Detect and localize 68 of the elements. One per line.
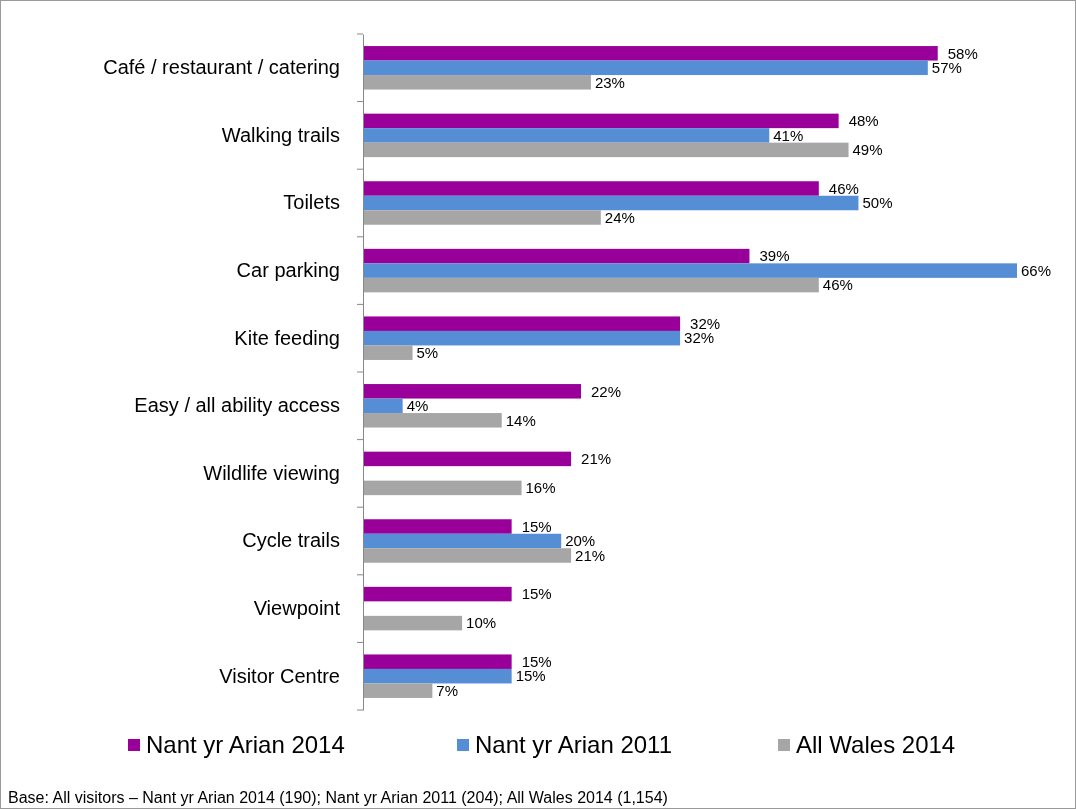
bar (363, 316, 681, 331)
bar (363, 330, 681, 346)
text: Base: All visitors – Nant yr Arian 2014 (190); Nant yr Arian 2011 (204); All Wales 2014 (1,154) (8, 788, 668, 806)
bar (363, 413, 502, 428)
bar (363, 683, 433, 698)
data-label: 15% (515, 667, 546, 685)
data-label: 48% (848, 112, 879, 130)
y-tick-label: Toilets (283, 191, 340, 214)
data-label: 41% (773, 126, 804, 144)
bar (363, 46, 938, 61)
data-label: 39% (759, 247, 790, 265)
y-tick-label: Walking trails (221, 123, 340, 146)
data-label: 46% (828, 179, 859, 197)
bar (363, 128, 770, 143)
bar (363, 248, 750, 264)
data-label: 32% (690, 314, 721, 332)
data-label: 15% (521, 585, 552, 603)
y-tick-label: Kite feeding (234, 326, 340, 349)
bar (363, 181, 819, 196)
bar (363, 548, 572, 563)
bar (363, 519, 512, 534)
bar (363, 586, 512, 602)
data-label: 50% (862, 194, 893, 212)
data-label: 57% (931, 59, 962, 77)
data-label: 23% (594, 73, 625, 91)
y-tick-label: Cycle trails (242, 529, 340, 552)
bar (363, 480, 522, 496)
data-label: 4% (406, 397, 429, 415)
y-tick-label: Wildlife viewing (203, 461, 340, 484)
legend-label: Nant yr Arian 2014 (146, 731, 345, 759)
data-label: 16% (525, 479, 556, 497)
bar (363, 263, 1017, 278)
bar (363, 142, 849, 158)
data-label: 24% (604, 208, 635, 226)
bar (363, 210, 601, 225)
bar (363, 654, 512, 669)
data-label: 14% (505, 411, 536, 429)
y-tick-label: Viewpoint (253, 597, 341, 619)
data-label: 22% (591, 382, 622, 400)
data-label: 66% (1021, 261, 1052, 279)
data-label: 21% (581, 450, 612, 468)
legend-label: All Wales 2014 (796, 731, 956, 759)
bar (363, 345, 413, 360)
bar (363, 277, 819, 293)
data-label: 7% (436, 681, 459, 699)
y-tick-label: Easy / all ability access (134, 394, 340, 417)
bar (363, 615, 463, 631)
bar (363, 384, 581, 399)
bar (363, 668, 512, 684)
data-label: 32% (684, 329, 715, 347)
data-label: 49% (852, 141, 883, 159)
data-label: 10% (466, 614, 497, 632)
data-label: 15% (521, 517, 552, 535)
bar (363, 398, 403, 414)
data-label: 5% (416, 343, 439, 361)
y-tick-label: Café / restaurant / catering (103, 56, 340, 79)
bar (363, 533, 562, 549)
bar (363, 451, 572, 467)
bar (363, 195, 859, 211)
bar (363, 60, 928, 76)
bar (363, 113, 839, 129)
legend-label: Nant yr Arian 2011 (475, 731, 673, 759)
data-label: 46% (822, 276, 853, 294)
y-tick-label: Car parking (236, 259, 340, 281)
y-tick-label: Visitor Centre (219, 664, 340, 687)
bar (363, 75, 591, 90)
data-label: 15% (521, 652, 552, 670)
data-label: 58% (947, 44, 978, 62)
